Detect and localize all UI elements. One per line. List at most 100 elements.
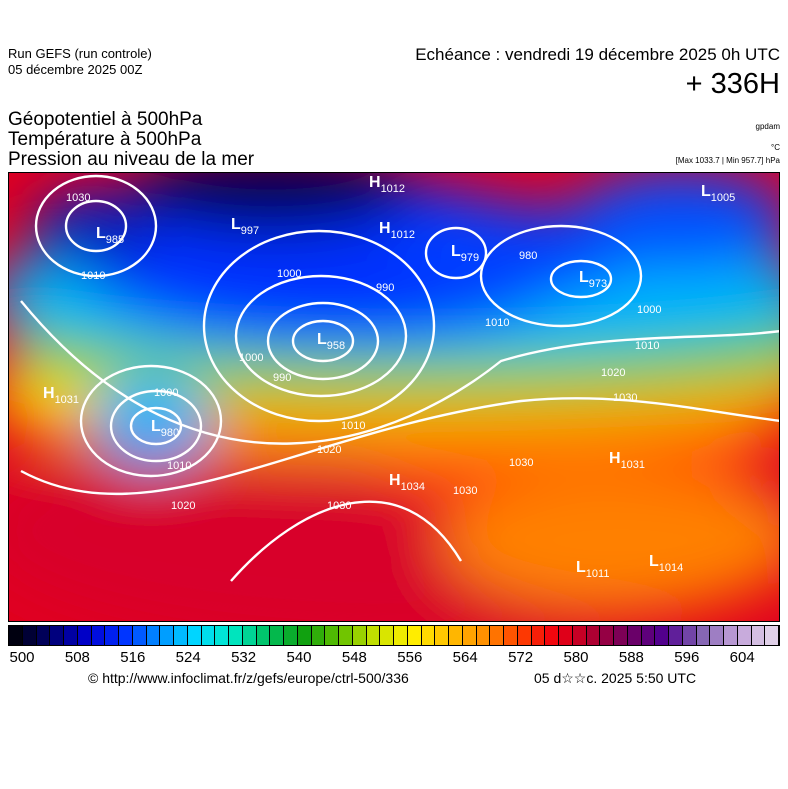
isobar-label: 1010 — [341, 420, 365, 432]
colorbar-cell — [229, 626, 243, 645]
colorbar-cell — [366, 626, 381, 645]
colorbar-cell — [297, 626, 312, 645]
colorbar-cell — [394, 626, 408, 645]
isobar-label: 1000 — [637, 304, 661, 316]
colorbar-cell — [284, 626, 298, 645]
high-pressure-center: H1012 — [369, 174, 405, 195]
run-label: Run GEFS (run controle) — [8, 46, 152, 61]
isobar-label: 980 — [519, 250, 537, 262]
colorbar-tick: 500 — [9, 649, 35, 666]
low-pressure-center: L958 — [317, 331, 345, 352]
low-pressure-center: L1011 — [576, 559, 609, 580]
colorbar-cell — [146, 626, 161, 645]
colorbar-cell — [641, 626, 656, 645]
colorbar-tick: 540 — [286, 649, 312, 666]
colorbar — [8, 625, 780, 646]
isobar-labels: 1030 1010 1000 990 980 1000 1010 1010 1020 1030 10… — [66, 192, 661, 512]
colorbar-tick: 564 — [452, 649, 478, 666]
colorbar-cell — [586, 626, 601, 645]
colorbar-cell — [187, 626, 202, 645]
colorbar-cell — [572, 626, 587, 645]
isobar-label: 1010 — [635, 340, 659, 352]
isobar-label: 1010 — [81, 270, 105, 282]
colorbar-cell — [352, 626, 367, 645]
colorbar-tick: 548 — [341, 649, 367, 666]
colorbar-cell — [36, 626, 51, 645]
colorbar-cell — [669, 626, 683, 645]
colorbar-cell — [462, 626, 477, 645]
colorbar-cell — [9, 626, 23, 645]
colorbar-cell — [64, 626, 78, 645]
map-svg: 1030 1010 1000 990 980 1000 1010 1010 1020 1030 10… — [9, 173, 779, 621]
colorbar-cell — [201, 626, 216, 645]
colorbar-cell — [242, 626, 257, 645]
high-pressure-center: H1034 — [389, 472, 425, 493]
colorbar-cell — [339, 626, 353, 645]
colorbar-cell — [119, 626, 133, 645]
colorbar-cell — [132, 626, 147, 645]
colorbar-cell — [765, 626, 779, 645]
isobar-label: 1000 — [239, 352, 263, 364]
colorbar-cell — [311, 626, 326, 645]
colorbar-tick: 556 — [397, 649, 423, 666]
colorbar-cell — [380, 626, 394, 645]
colorbar-cell — [50, 626, 64, 645]
isobar-label: 1030 — [327, 500, 351, 512]
colorbar-cell — [490, 626, 504, 645]
colorbar-cell — [22, 626, 37, 645]
colorbar-cell — [682, 626, 697, 645]
source-url[interactable]: © http://www.infoclimat.fr/z/gefs/europe… — [88, 670, 409, 686]
colorbar-cell — [407, 626, 422, 645]
colorbar-cell — [270, 626, 284, 645]
isobar-label: 1030 — [453, 485, 477, 497]
isobar-label: 990 — [273, 372, 291, 384]
colorbar-cell — [91, 626, 106, 645]
colorbar-tick: 508 — [64, 649, 90, 666]
weather-map: 1030 1010 1000 990 980 1000 1010 1010 1020 1030 10… — [8, 172, 780, 622]
field-2: Température à 500hPa — [8, 129, 202, 150]
isobar-label: 1030 — [613, 392, 637, 404]
isobar-label: 1030 — [509, 457, 533, 469]
isobar-label: 1010 — [485, 317, 509, 329]
colorbar-cell — [737, 626, 752, 645]
colorbar-cell — [77, 626, 92, 645]
isobar-label: 1000 — [154, 387, 178, 399]
colorbar-cell — [751, 626, 766, 645]
colorbar-cell — [545, 626, 559, 645]
run-date: 05 décembre 2025 00Z — [8, 62, 143, 77]
isobar-label: 1000 — [277, 268, 301, 280]
field-3: Pression au niveau de la mer — [8, 149, 255, 170]
colorbar-cell — [614, 626, 628, 645]
forecast-valid-time: Echéance : vendredi 19 décembre 2025 0h … — [415, 45, 780, 64]
colorbar-cell — [421, 626, 436, 645]
high-pressure-center: H1012 — [379, 220, 415, 241]
isobar-label: 1020 — [171, 500, 195, 512]
low-pressure-center: L997 — [231, 216, 259, 237]
colorbar-cell — [517, 626, 532, 645]
field-1: Géopotentiel à 500hPa — [8, 109, 203, 130]
colorbar-cell — [655, 626, 669, 645]
isobar-label: 1030 — [66, 192, 90, 204]
generated-time: 05 d☆☆c. 2025 5:50 UTC — [534, 670, 697, 686]
low-pressure-center: L1005 — [701, 183, 735, 204]
colorbar-cell — [435, 626, 449, 645]
colorbar-tick: 572 — [508, 649, 534, 666]
isobar-label: 1010 — [167, 460, 191, 472]
colorbar-tick: 596 — [674, 649, 700, 666]
colorbar-cell — [600, 626, 614, 645]
pressure-range: [Max 1033.7 | Min 957.7] hPa — [675, 156, 780, 165]
low-pressure-center: L980 — [151, 418, 179, 439]
high-pressure-center: H1031 — [609, 450, 645, 471]
colorbar-cell — [449, 626, 463, 645]
colorbar-tick: 524 — [175, 649, 201, 666]
high-pressure-center: H1031 — [43, 385, 79, 406]
colorbar-cell — [105, 626, 119, 645]
colorbar-cell — [696, 626, 711, 645]
colorbar-cell — [476, 626, 491, 645]
colorbar-tick: 580 — [563, 649, 589, 666]
lead-time: + 336H — [685, 68, 780, 100]
unit-temperature: °C — [771, 143, 780, 152]
colorbar-cell — [531, 626, 546, 645]
low-pressure-center: L1014 — [649, 553, 683, 574]
colorbar-cell — [215, 626, 229, 645]
